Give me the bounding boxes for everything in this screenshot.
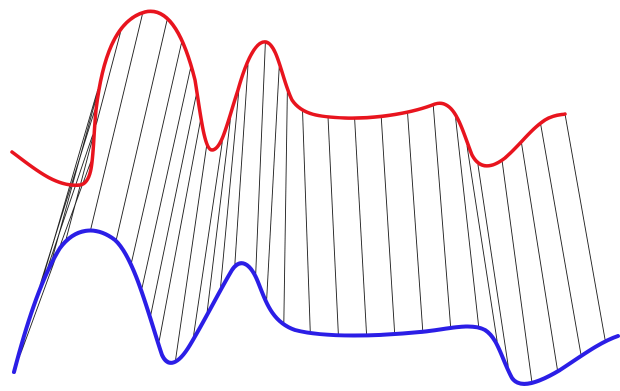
connector-line <box>520 141 559 372</box>
connector-line <box>234 60 249 267</box>
connector-line <box>283 88 288 325</box>
connector-line <box>13 156 94 373</box>
connector-line <box>255 41 266 277</box>
connector-line <box>432 104 452 328</box>
connector-line <box>206 111 232 316</box>
connector-line <box>266 63 280 303</box>
connector-line <box>302 109 311 334</box>
connector-line <box>501 160 533 383</box>
connector-line <box>130 40 183 265</box>
connector-line <box>465 138 499 347</box>
blue-curve <box>12 228 620 386</box>
connector-line <box>219 85 240 291</box>
connector-line <box>564 113 606 342</box>
connector-line <box>454 114 480 328</box>
connector-line <box>149 91 198 318</box>
connector-line <box>115 18 168 242</box>
connector-line <box>407 112 424 332</box>
connector-line <box>380 116 396 335</box>
connector-line <box>140 65 192 291</box>
connector-line <box>477 162 510 373</box>
connector-line <box>540 123 582 356</box>
connector-line <box>327 116 339 336</box>
connector-line <box>174 143 208 362</box>
connector-line <box>158 118 202 345</box>
connector-line <box>192 136 224 341</box>
connector-line <box>354 118 368 336</box>
red-curve <box>10 9 567 187</box>
connector-line <box>89 12 144 231</box>
connector-lines <box>13 12 606 383</box>
